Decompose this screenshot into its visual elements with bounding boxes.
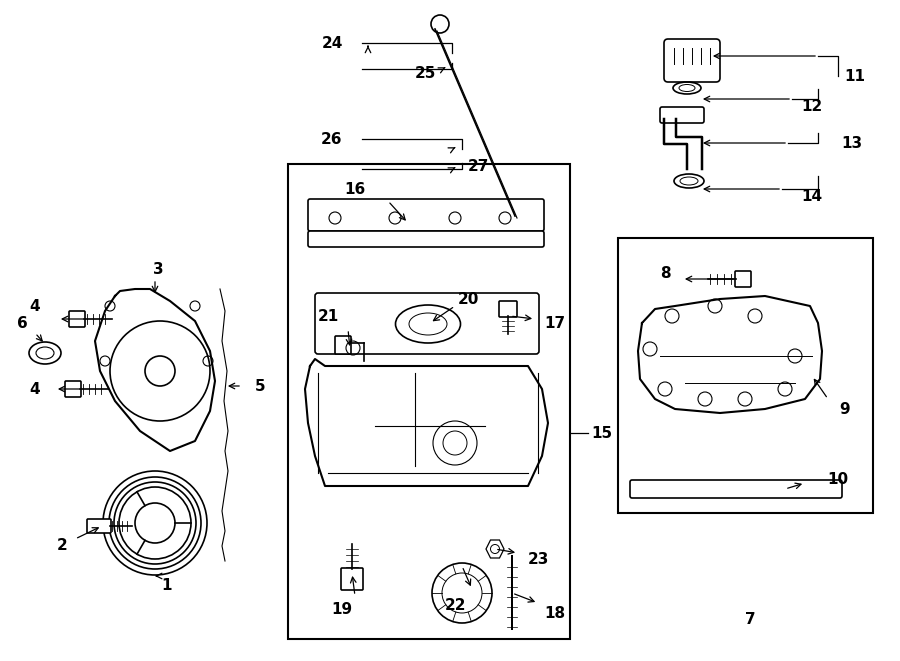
- Text: 4: 4: [30, 381, 40, 397]
- Text: 22: 22: [445, 598, 466, 613]
- Text: 20: 20: [457, 292, 479, 307]
- Text: 3: 3: [153, 262, 163, 276]
- Text: 26: 26: [321, 132, 343, 147]
- FancyBboxPatch shape: [87, 519, 111, 533]
- Text: 11: 11: [844, 69, 866, 83]
- Text: 15: 15: [591, 426, 613, 440]
- Text: 12: 12: [801, 98, 823, 114]
- Text: 7: 7: [744, 611, 755, 627]
- Text: 16: 16: [345, 182, 365, 196]
- Bar: [288, 164, 570, 639]
- FancyBboxPatch shape: [315, 293, 539, 354]
- FancyBboxPatch shape: [735, 271, 751, 287]
- FancyBboxPatch shape: [308, 199, 544, 231]
- Text: 4: 4: [30, 299, 40, 313]
- FancyBboxPatch shape: [630, 480, 842, 498]
- Text: 18: 18: [544, 605, 565, 621]
- Text: 21: 21: [318, 309, 338, 323]
- Bar: [618, 238, 873, 513]
- FancyBboxPatch shape: [664, 39, 720, 82]
- Text: 27: 27: [467, 159, 489, 173]
- FancyBboxPatch shape: [499, 301, 517, 317]
- Text: 13: 13: [842, 136, 862, 151]
- FancyBboxPatch shape: [308, 231, 544, 247]
- Text: 25: 25: [414, 65, 436, 81]
- FancyBboxPatch shape: [335, 336, 351, 354]
- Text: 2: 2: [57, 539, 68, 553]
- FancyBboxPatch shape: [69, 311, 85, 327]
- Text: 5: 5: [255, 379, 266, 393]
- Text: 24: 24: [321, 36, 343, 50]
- FancyBboxPatch shape: [65, 381, 81, 397]
- FancyBboxPatch shape: [341, 568, 363, 590]
- FancyBboxPatch shape: [660, 107, 704, 123]
- Text: 14: 14: [801, 188, 823, 204]
- Text: 6: 6: [16, 315, 27, 330]
- Text: 8: 8: [660, 266, 670, 280]
- Text: 10: 10: [827, 471, 849, 486]
- Text: 19: 19: [331, 602, 353, 617]
- Text: 9: 9: [840, 401, 850, 416]
- Text: 1: 1: [162, 578, 172, 594]
- Text: 17: 17: [544, 315, 565, 330]
- Text: 23: 23: [527, 551, 549, 566]
